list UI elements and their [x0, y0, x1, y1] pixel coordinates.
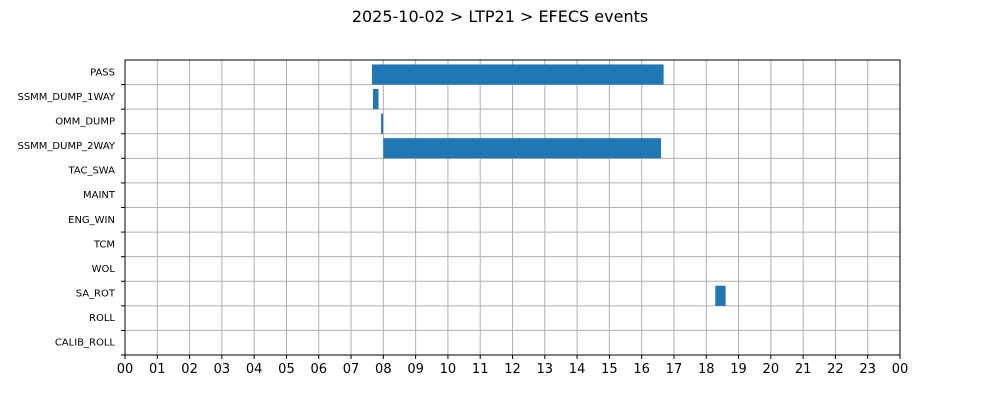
x-tick-label: 06: [310, 362, 327, 377]
y-tick-label: PASS: [90, 67, 115, 78]
x-tick-label: 18: [698, 362, 715, 377]
plot-frame: [124, 59, 901, 356]
event-bar: [372, 64, 664, 85]
x-tick-label: 23: [859, 362, 876, 377]
x-tick-label: 11: [472, 362, 489, 377]
y-tick-label: ENG_WIN: [68, 215, 115, 226]
event-bar: [715, 285, 726, 306]
x-tick-label: 16: [633, 362, 650, 377]
y-tick-label: SSMM_DUMP_1WAY: [17, 92, 115, 103]
x-tick-label: 12: [504, 362, 521, 377]
y-tick-label: OMM_DUMP: [55, 116, 115, 127]
x-tick-label: 14: [569, 362, 586, 377]
x-tick-label: 20: [763, 362, 780, 377]
y-tick-label: TAC_SWA: [67, 166, 115, 177]
event-bar: [383, 138, 662, 159]
y-tick-label: TCM: [93, 239, 115, 250]
x-tick-label: 02: [181, 362, 198, 377]
x-tick-label: 21: [795, 362, 812, 377]
y-tick-label: MAINT: [83, 190, 116, 201]
x-tick-label: 19: [730, 362, 747, 377]
x-axis: 00 01 02 03 04 05 06 07 08 09 10 11 12 13 14 15 16 17 18 19…: [117, 355, 909, 377]
x-tick-label: 00: [892, 362, 909, 377]
x-tick-label: 10: [440, 362, 457, 377]
y-tick-label: ROLL: [89, 313, 115, 324]
y-tick-label: SSMM_DUMP_2WAY: [17, 141, 115, 152]
x-tick-label: 22: [827, 362, 844, 377]
x-tick-label: 00: [117, 362, 134, 377]
event-bar: [373, 89, 379, 110]
x-tick-label: 15: [601, 362, 618, 377]
y-tick-label: SA_ROT: [76, 289, 116, 300]
x-tick-label: 07: [343, 362, 360, 377]
x-tick-label: 01: [149, 362, 166, 377]
x-tick-label: 09: [407, 362, 424, 377]
x-tick-label: 17: [666, 362, 683, 377]
x-tick-label: 13: [537, 362, 554, 377]
y-tick-label: WOL: [92, 264, 116, 275]
event-bars: [372, 64, 726, 306]
x-tick-label: 05: [278, 362, 295, 377]
y-tick-label: CALIB_ROLL: [55, 338, 116, 349]
grid: [124, 60, 901, 355]
x-tick-label: 04: [246, 362, 263, 377]
chart-title: 2025-10-02 > LTP21 > EFECS events: [352, 7, 648, 26]
x-tick-label: 08: [375, 362, 392, 377]
y-axis: PASS SSMM_DUMP_1WAY OMM_DUMP SSMM_DUMP_2WAY…: [17, 67, 125, 356]
x-tick-label: 03: [214, 362, 231, 377]
event-bar: [381, 113, 384, 134]
